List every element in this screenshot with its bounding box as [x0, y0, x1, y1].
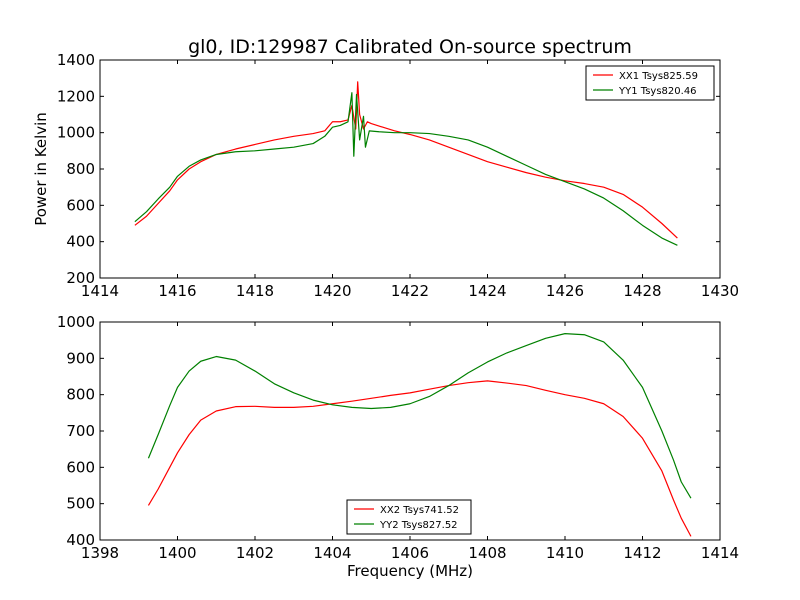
y-tick-label: 1200 — [57, 87, 95, 105]
x-tick-label: 1430 — [701, 282, 739, 300]
series-line-yy — [134, 92, 678, 246]
x-tick-label: 1406 — [391, 544, 429, 562]
y-tick-label: 400 — [66, 531, 95, 549]
x-tick-label: 1414 — [701, 544, 739, 562]
y-tick-label: 700 — [66, 422, 95, 440]
series-line-xx — [147, 380, 692, 537]
y-tick-label: 600 — [66, 458, 95, 476]
y-tick-label: 1000 — [57, 313, 95, 331]
x-tick-label: 1404 — [313, 544, 351, 562]
x-tick-label: 1426 — [546, 282, 584, 300]
legend: XX1 Tsys825.59 YY1 Tsys820.46 — [585, 65, 715, 101]
legend-box — [346, 499, 472, 535]
series-line-xx — [134, 81, 678, 239]
x-tick-label: 1410 — [546, 544, 584, 562]
x-tick-label: 1418 — [236, 282, 274, 300]
x-tick-label: 1416 — [158, 282, 196, 300]
x-tick-label: 1400 — [158, 544, 196, 562]
legend: XX2 Tsys741.52 YY2 Tsys827.52 — [346, 499, 472, 535]
legend-entry: YY1 Tsys820.46 — [618, 86, 697, 97]
x-tick-label: 1412 — [623, 544, 661, 562]
y-tick-label: 900 — [66, 349, 95, 367]
legend-box — [585, 65, 715, 101]
y-tick-label: 1000 — [57, 124, 95, 142]
x-tick-label: 1428 — [623, 282, 661, 300]
legend-entry: YY2 Tsys827.52 — [379, 520, 458, 531]
legend-entry: XX2 Tsys741.52 — [380, 505, 459, 516]
y-tick-label: 500 — [66, 495, 95, 513]
x-tick-label: 1408 — [468, 544, 506, 562]
y-tick-label: 600 — [66, 196, 95, 214]
x-tick-label: 1402 — [236, 544, 274, 562]
top-panel: 1414 1416 1418 1420 1422 1424 1426 1428 1430 200 4… — [32, 51, 739, 300]
y-tick-label: 800 — [66, 386, 95, 404]
x-tick-label: 1424 — [468, 282, 506, 300]
y-axis-label: Power in Kelvin — [32, 112, 50, 226]
legend-entry: XX1 Tsys825.59 — [619, 71, 698, 82]
x-tick-label: 1398 — [81, 544, 119, 562]
y-tick-label: 1400 — [57, 51, 95, 69]
series-line-yy — [147, 333, 692, 499]
figure-title: gl0, ID:129987 Calibrated On-source spec… — [188, 36, 632, 58]
y-tick-label: 200 — [66, 269, 95, 287]
bottom-panel: 1398 1400 1402 1404 1406 1408 1410 1412 1414 400 5… — [57, 313, 739, 580]
x-tick-label: 1422 — [391, 282, 429, 300]
x-axis-label: Frequency (MHz) — [347, 562, 473, 580]
y-tick-label: 800 — [66, 160, 95, 178]
y-tick-label: 400 — [66, 233, 95, 251]
x-tick-label: 1420 — [313, 282, 351, 300]
x-tick-label: 1414 — [81, 282, 119, 300]
